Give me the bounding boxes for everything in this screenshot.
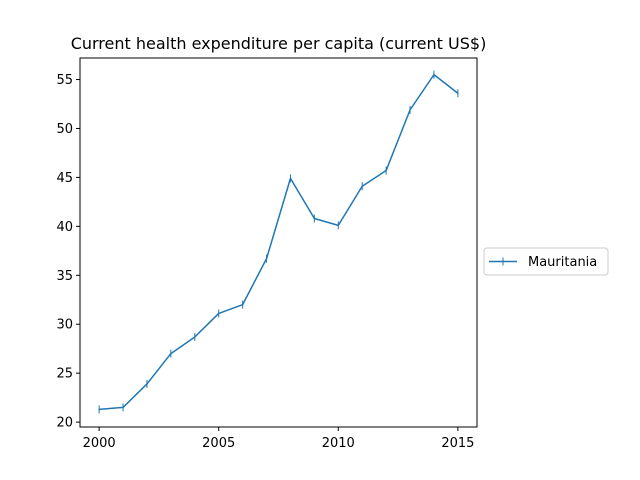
x-tick-label: 2000: [83, 436, 116, 451]
y-tick-label: 55: [56, 73, 73, 88]
chart-title: Current health expenditure per capita (c…: [71, 34, 487, 53]
y-tick-label: 35: [56, 269, 73, 284]
y-tick-label: 50: [56, 122, 73, 137]
y-tick-label: 40: [56, 220, 73, 235]
plot-area-frame: [79, 57, 478, 428]
x-axis: 2000 2005 2010 2015: [83, 427, 474, 451]
legend-frame: [483, 247, 609, 276]
y-axis: 20 25 30 35 40 45 50 55: [56, 73, 80, 431]
series-line: [98, 73, 459, 411]
x-tick-label: 2010: [322, 436, 355, 451]
legend-label-mauritania: Mauritania: [528, 255, 597, 270]
y-tick-label: 30: [56, 318, 73, 333]
x-tick-label: 2005: [202, 436, 235, 451]
plot-series-group: [98, 70, 459, 414]
x-tick-label: 2015: [441, 436, 474, 451]
y-tick-label: 45: [56, 171, 73, 186]
legend: Mauritania: [483, 247, 609, 276]
y-tick-label: 25: [56, 367, 73, 382]
y-tick-label: 20: [56, 416, 73, 431]
